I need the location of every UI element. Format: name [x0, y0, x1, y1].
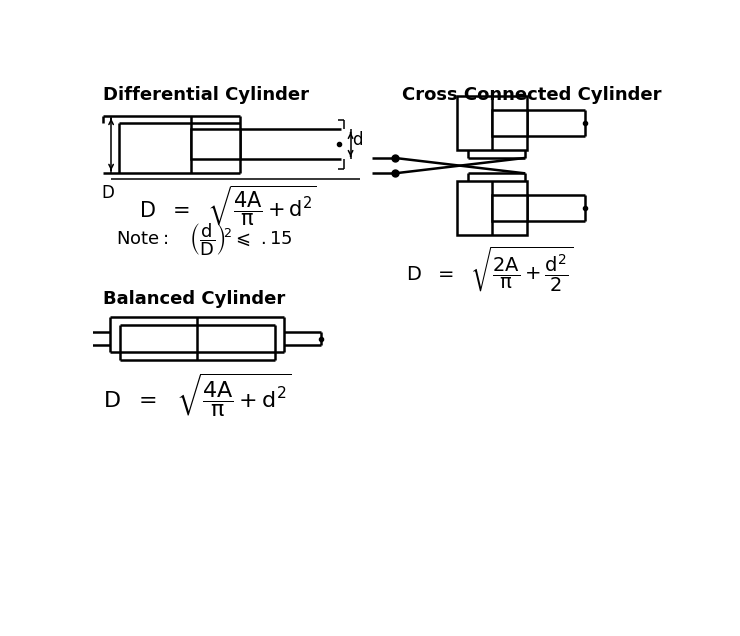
Bar	[191, 130, 240, 160]
Text: d: d	[352, 131, 363, 149]
Bar	[457, 96, 526, 150]
Bar	[457, 181, 526, 235]
Bar	[491, 195, 526, 221]
Text: D: D	[102, 184, 115, 202]
Text: $\mathsf{D\ \ =\ \ \sqrt{\dfrac{4A}{\pi} + d^2}}$: $\mathsf{D\ \ =\ \ \sqrt{\dfrac{4A}{\pi}…	[104, 372, 292, 419]
Text: Cross Connected Cylinder: Cross Connected Cylinder	[403, 86, 662, 104]
Text: $\mathsf{Note:\ \ \ \left(\dfrac{d}{D}\right)^{\!2} \leqslant\ .15}$: $\mathsf{Note:\ \ \ \left(\dfrac{d}{D}\r…	[115, 221, 292, 258]
Bar	[491, 110, 526, 136]
Text: Differential Cylinder: Differential Cylinder	[104, 86, 309, 104]
Text: $\mathsf{D\ \ =\ \ \sqrt{\dfrac{4A}{\pi} + d^2}}$: $\mathsf{D\ \ =\ \ \sqrt{\dfrac{4A}{\pi}…	[139, 183, 317, 228]
Text: Balanced Cylinder: Balanced Cylinder	[104, 291, 286, 308]
Text: $\mathsf{D\ \ =\ \ \sqrt{\dfrac{2A}{\pi} + \dfrac{d^2}{2}}}$: $\mathsf{D\ \ =\ \ \sqrt{\dfrac{2A}{\pi}…	[406, 244, 574, 294]
